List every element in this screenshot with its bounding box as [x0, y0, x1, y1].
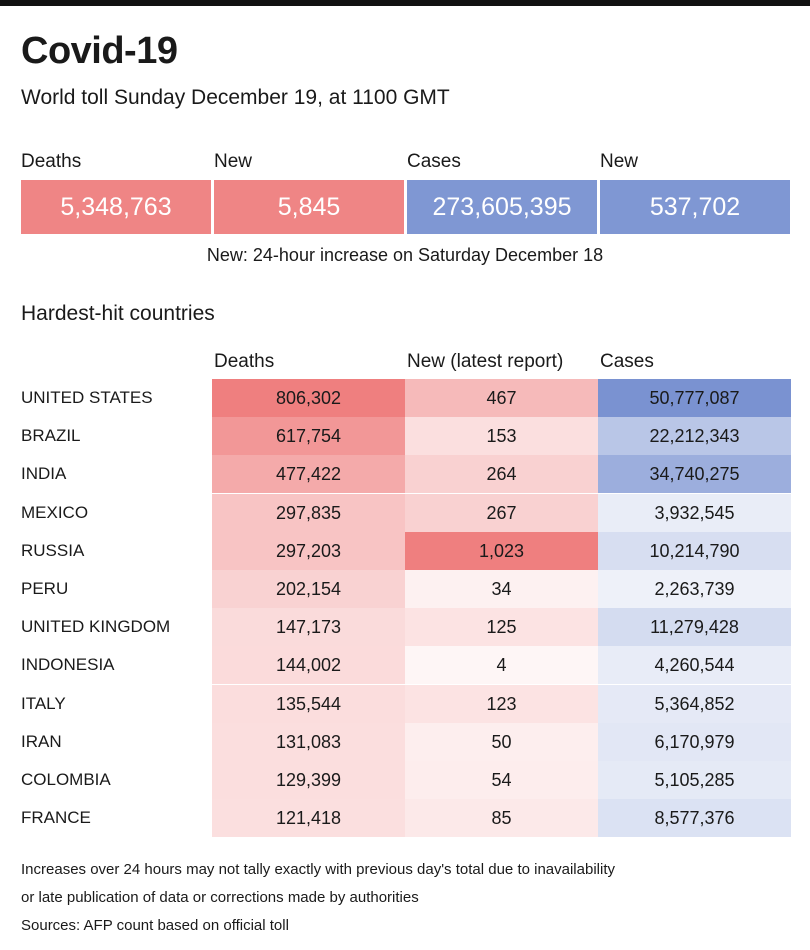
column-header-cases: Cases [600, 351, 654, 372]
chart-subtitle: World toll Sunday December 19, at 1100 G… [21, 86, 450, 109]
country-name: RUSSIA [21, 540, 85, 560]
table-row-united-states: UNITED STATES 806,302 467 50,777,087 [0, 379, 810, 417]
table-row-colombia: COLOMBIA 129,399 54 5,105,285 [0, 761, 810, 799]
cases-cell: 2,263,739 [598, 570, 791, 608]
cases-cell: 50,777,087 [598, 379, 791, 417]
new-cell: 1,023 [405, 531, 598, 570]
new-cell: 467 [405, 379, 598, 417]
country-name: BRAZIL [21, 426, 81, 446]
deaths-cell: 131,083 [212, 722, 405, 761]
cases-cell: 22,212,343 [598, 417, 791, 456]
cases-cell: 4,260,544 [598, 646, 791, 685]
deaths-cell: 147,173 [212, 608, 405, 647]
summary-label-new-cases: New [600, 151, 639, 172]
cases-cell: 5,364,852 [598, 684, 791, 723]
country-name: INDONESIA [21, 655, 115, 675]
table-row-france: FRANCE 121,418 85 8,577,376 [0, 799, 810, 838]
table-row-iran: IRAN 131,083 50 6,170,979 [0, 722, 810, 761]
new-cell: 54 [405, 761, 598, 799]
summary-label-new-deaths: New [214, 151, 253, 172]
footnote-1: Increases over 24 hours may not tally ex… [21, 861, 615, 878]
summary-new-deaths-box: 5,845 [214, 180, 404, 234]
table-row-indonesia: INDONESIA 144,002 4 4,260,544 [0, 646, 810, 685]
summary-new-cases-box: 537,702 [600, 180, 790, 234]
deaths-cell: 477,422 [212, 455, 405, 494]
chart-title: Covid-19 [21, 30, 178, 72]
cases-cell: 5,105,285 [598, 761, 791, 799]
summary-cases-box: 273,605,395 [407, 180, 597, 234]
new-cell: 123 [405, 684, 598, 723]
deaths-cell: 135,544 [212, 684, 405, 723]
table-row-peru: PERU 202,154 34 2,263,739 [0, 570, 810, 608]
footnote-2: or late publication of data or correctio… [21, 889, 419, 906]
source-note: Sources: AFP count based on official tol… [21, 917, 289, 934]
section-title: Hardest-hit countries [21, 302, 215, 325]
new-cell: 85 [405, 799, 598, 838]
country-name: UNITED STATES [21, 388, 153, 407]
cases-cell: 10,214,790 [598, 531, 791, 570]
column-header-new: New (latest report) [407, 351, 564, 372]
deaths-cell: 617,754 [212, 417, 405, 456]
country-name: COLOMBIA [21, 770, 111, 789]
new-cell: 264 [405, 455, 598, 494]
cases-cell: 8,577,376 [598, 799, 791, 838]
country-name: INDIA [21, 464, 67, 484]
deaths-cell: 121,418 [212, 799, 405, 838]
deaths-cell: 297,835 [212, 493, 405, 532]
cases-cell: 34,740,275 [598, 455, 791, 494]
country-name: PERU [21, 579, 69, 598]
deaths-cell: 129,399 [212, 761, 405, 799]
new-cell: 4 [405, 646, 598, 685]
table-row-india: INDIA 477,422 264 34,740,275 [0, 455, 810, 494]
top-rule [0, 0, 810, 6]
new-cell: 267 [405, 493, 598, 532]
table-row-russia: RUSSIA 297,203 1,023 10,214,790 [0, 531, 810, 570]
country-name: FRANCE [21, 808, 91, 828]
summary-label-cases: Cases [407, 151, 461, 172]
new-cell: 50 [405, 722, 598, 761]
country-name: UNITED KINGDOM [21, 617, 171, 637]
new-cell: 153 [405, 417, 598, 456]
deaths-cell: 297,203 [212, 531, 405, 570]
table-row-mexico: MEXICO 297,835 267 3,932,545 [0, 493, 810, 532]
table-row-italy: ITALY 135,544 123 5,364,852 [0, 684, 810, 723]
new-cell: 34 [405, 570, 598, 608]
deaths-cell: 144,002 [212, 646, 405, 685]
deaths-cell: 806,302 [212, 379, 405, 417]
summary-deaths-box: 5,348,763 [21, 180, 211, 234]
country-name: MEXICO [21, 502, 89, 522]
table-row-united-kingdom: UNITED KINGDOM 147,173 125 11,279,428 [0, 608, 810, 647]
country-name: ITALY [21, 693, 66, 713]
cases-cell: 11,279,428 [598, 608, 791, 647]
country-name: IRAN [21, 731, 62, 751]
summary-label-deaths: Deaths [21, 151, 82, 172]
new-cell: 125 [405, 608, 598, 647]
table-row-brazil: BRAZIL 617,754 153 22,212,343 [0, 417, 810, 456]
cases-cell: 6,170,979 [598, 722, 791, 761]
cases-cell: 3,932,545 [598, 493, 791, 532]
column-header-deaths: Deaths [214, 351, 275, 372]
summary-note: New: 24-hour increase on Saturday Decemb… [206, 245, 604, 265]
deaths-cell: 202,154 [212, 570, 405, 608]
